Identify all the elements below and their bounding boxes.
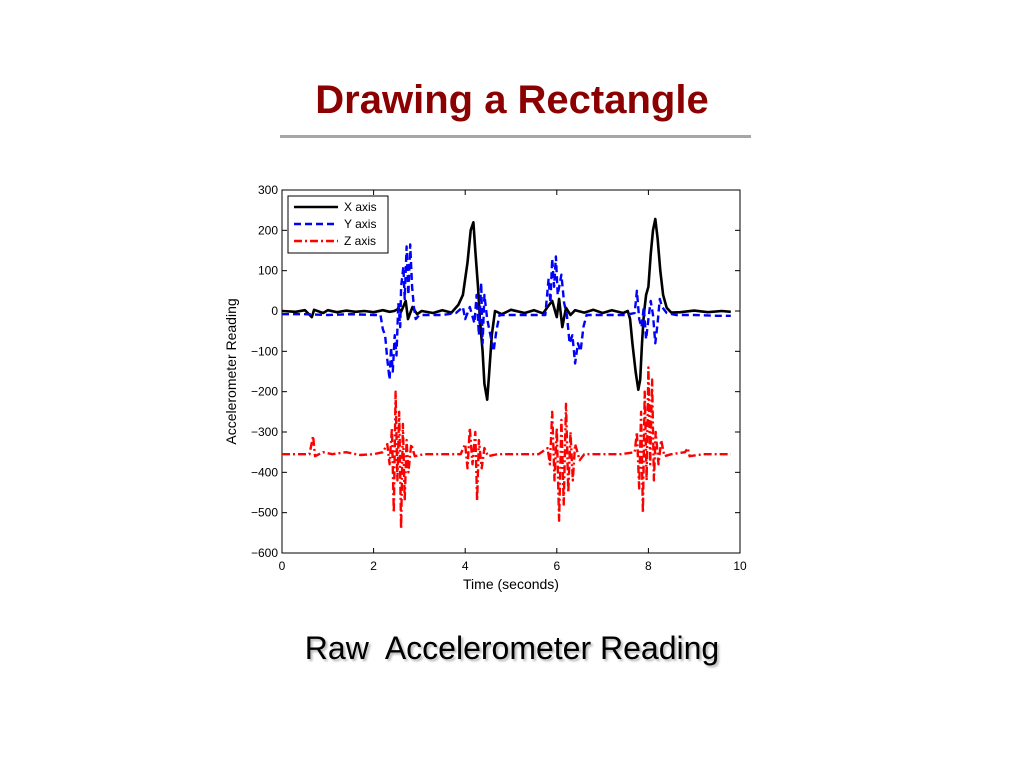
x-tick-label: 6 [553, 559, 560, 573]
title-divider [280, 135, 751, 138]
x-tick-label: 0 [279, 559, 286, 573]
accelerometer-chart: 0 2 4 6 8 10 300 200 100 0 −100 −200 −300 −400 −500 −60… [210, 176, 770, 606]
y-tick-label: −200 [251, 385, 278, 399]
x-axis-label: Time (seconds) [463, 576, 559, 592]
series-line-y-axis [282, 243, 731, 381]
x-tick-label: 2 [370, 559, 377, 573]
x-tick-label: 10 [733, 559, 747, 573]
slide-title: Drawing a Rectangle [315, 78, 709, 122]
slide-caption: Raw Accelerometer Reading [304, 630, 720, 666]
series-line-z-axis [282, 366, 731, 530]
y-tick-label: 0 [271, 304, 278, 318]
x-tick-label: 8 [645, 559, 652, 573]
legend-label: Z axis [344, 234, 376, 248]
y-tick-label: 200 [258, 223, 278, 237]
legend-label: Y axis [344, 217, 376, 231]
legend-box [287, 195, 389, 254]
y-tick-label: 300 [258, 183, 278, 197]
series-layer [282, 217, 731, 530]
y-tick-label: 100 [258, 264, 278, 278]
series-line-x-axis [282, 217, 731, 401]
x-tick-label: 4 [462, 559, 469, 573]
y-axis-label: Accelerometer Reading [223, 298, 239, 444]
y-tick-label: −300 [251, 425, 278, 439]
y-tick-label: −600 [251, 546, 278, 560]
y-tick-label: −400 [251, 465, 278, 479]
axes-layer: 0 2 4 6 8 10 300 200 100 0 −100 −200 −300 −400 −500 −60… [251, 183, 747, 573]
legend: X axis Y axis Z axis [287, 195, 389, 254]
legend-label: X axis [344, 200, 377, 214]
y-tick-label: −500 [251, 506, 278, 520]
y-tick-label: −100 [251, 344, 278, 358]
chart-svg: 0 2 4 6 8 10 300 200 100 0 −100 −200 −300 −400 −500 −60… [223, 183, 747, 592]
